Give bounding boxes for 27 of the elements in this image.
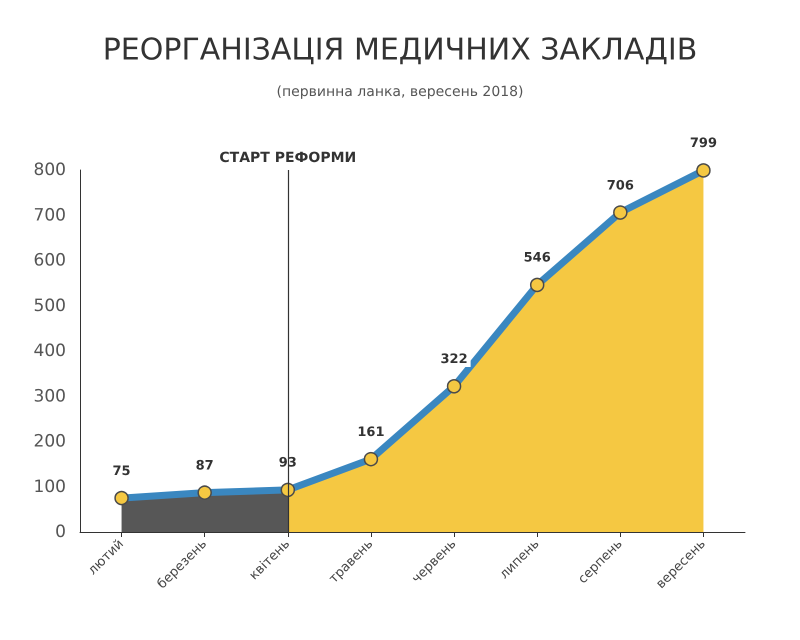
y-tick-label: 700 — [34, 205, 66, 226]
point — [114, 490, 129, 506]
y-tick-label: 600 — [34, 250, 66, 270]
point — [613, 205, 628, 220]
y-tick-label: 300 — [34, 386, 66, 406]
y-tick-label: 400 — [34, 341, 66, 361]
point — [197, 485, 212, 500]
y-tick-label: 800 — [34, 160, 66, 180]
y-tick-label: 200 — [34, 432, 66, 452]
chart-subtitle: (первинна ланка, вересень 2018) — [276, 84, 524, 100]
chart-title: РЕОРГАНІЗАЦІЯ МЕДИЧНИХ ЗАКЛАДІВ — [102, 32, 698, 68]
point — [530, 278, 544, 292]
data-label: 322 — [440, 352, 468, 368]
y-tick-label: 0 — [55, 522, 66, 542]
point — [280, 482, 296, 498]
data-label: 87 — [196, 458, 214, 474]
data-label: 706 — [606, 178, 634, 194]
ref-line-label: СТАРТ РЕФОРМИ — [219, 150, 356, 166]
point — [446, 379, 462, 394]
data-label: 799 — [690, 136, 718, 152]
data-label: 161 — [357, 424, 385, 440]
point — [696, 163, 711, 178]
point — [364, 452, 378, 466]
y-tick-label: 500 — [34, 296, 66, 316]
data-label: 75 — [112, 464, 131, 479]
data-label: 546 — [524, 250, 551, 266]
y-tick-label: 100 — [34, 476, 66, 497]
